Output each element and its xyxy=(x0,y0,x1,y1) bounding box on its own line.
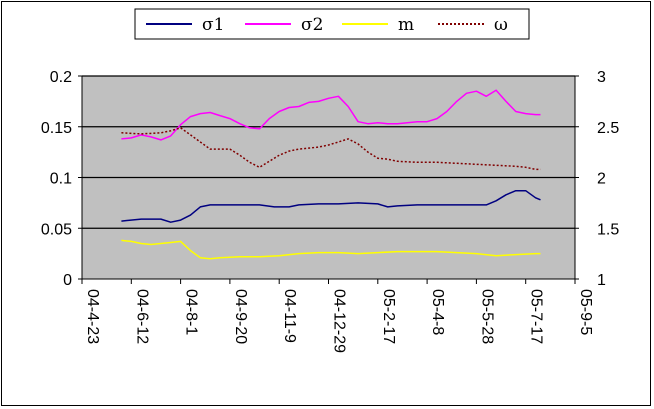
series-line-1 xyxy=(121,189,541,223)
legend-label: σ1 xyxy=(202,15,224,35)
left-tick-label: 0.05 xyxy=(41,221,72,238)
x-tick-label: 04-4-23 xyxy=(84,289,101,344)
x-tick-label: 05-5-28 xyxy=(478,289,495,344)
legend-label: ω xyxy=(494,15,508,35)
series-line-3 xyxy=(121,239,541,260)
x-tick-label: 05-7-17 xyxy=(528,289,545,344)
right-tick-label: 3 xyxy=(597,69,606,86)
left-tick-label: 0.1 xyxy=(50,171,72,188)
x-tick-label: 05-2-17 xyxy=(380,289,397,344)
left-tick-label: 0.2 xyxy=(50,69,72,86)
x-tick-label: 05-9-5 xyxy=(577,289,594,335)
legend-box xyxy=(134,8,530,40)
series-line-4 xyxy=(121,127,541,171)
right-tick-label: 1 xyxy=(597,272,606,289)
right-tick-label: 2.5 xyxy=(597,120,619,137)
series-line-2 xyxy=(121,89,541,141)
left-tick-label: 0 xyxy=(63,272,72,289)
left-tick-label: 0.15 xyxy=(41,120,72,137)
x-tick-label: 04-12-29 xyxy=(331,289,348,353)
x-tick-label: 04-8-1 xyxy=(183,289,200,335)
legend-label: m xyxy=(398,15,414,35)
x-tick-label: 04-9-20 xyxy=(232,289,249,344)
x-tick-label: 05-4-8 xyxy=(429,289,446,335)
right-tick-label: 1.5 xyxy=(597,221,619,238)
x-tick-label: 04-11-9 xyxy=(281,289,298,343)
right-tick-label: 2 xyxy=(597,171,606,188)
legend-label: σ2 xyxy=(301,15,323,35)
x-tick-label: 04-6-12 xyxy=(133,289,150,344)
